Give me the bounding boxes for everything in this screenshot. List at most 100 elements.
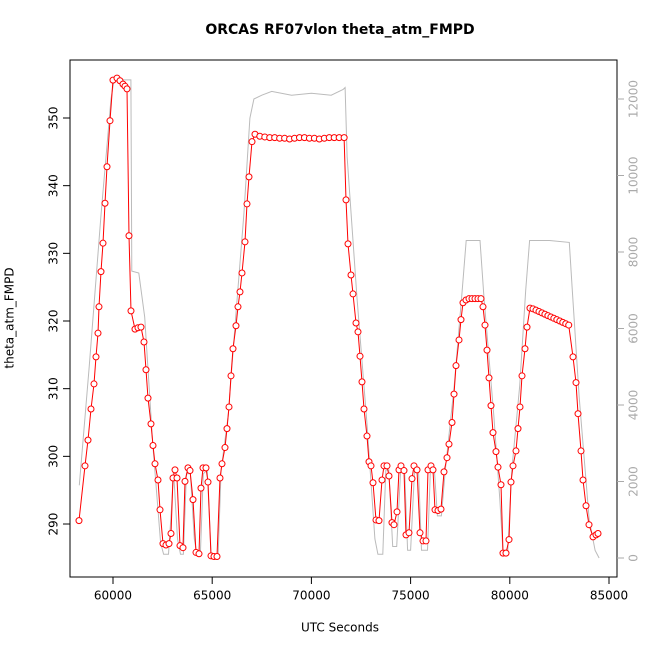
- data-point: [97, 268, 105, 276]
- data-point: [448, 419, 456, 427]
- data-point: [241, 238, 249, 246]
- data-point: [186, 467, 194, 475]
- x-tick-label: 65000: [193, 589, 231, 603]
- x-tick-label: 70000: [292, 589, 330, 603]
- data-point: [400, 467, 408, 475]
- data-point: [358, 378, 366, 386]
- data-point: [75, 517, 83, 525]
- y2-tick-label: 2000: [627, 466, 641, 497]
- y2-tick-label: 4000: [627, 390, 641, 421]
- data-point: [149, 442, 157, 450]
- data-point: [151, 460, 159, 468]
- data-point: [99, 239, 107, 247]
- data-point: [437, 505, 445, 513]
- data-point: [216, 474, 224, 482]
- x-tick-label: 80000: [491, 589, 529, 603]
- data-point: [497, 481, 505, 489]
- data-point: [181, 477, 189, 485]
- data-point: [502, 549, 510, 557]
- data-point: [457, 316, 465, 324]
- data-point: [450, 390, 458, 398]
- data-point: [232, 322, 240, 330]
- data-point: [408, 475, 416, 483]
- data-point: [202, 464, 210, 472]
- data-point: [521, 345, 529, 353]
- data-point: [405, 529, 413, 537]
- data-point: [123, 85, 131, 93]
- data-point: [106, 117, 114, 125]
- data-point: [221, 444, 229, 452]
- data-point: [243, 200, 251, 208]
- data-point: [479, 303, 487, 311]
- x-tick-label: 60000: [94, 589, 132, 603]
- data-point: [354, 328, 362, 336]
- y-tick-label: 290: [47, 513, 61, 536]
- y-axis-label: theta_atm_FMPD: [3, 267, 17, 368]
- data-point: [577, 447, 585, 455]
- data-point: [147, 420, 155, 428]
- data-point: [455, 336, 463, 344]
- data-point: [509, 462, 517, 470]
- data-point: [154, 476, 162, 484]
- data-point: [227, 372, 235, 380]
- data-point: [142, 366, 150, 374]
- data-point: [569, 353, 577, 361]
- data-point: [349, 290, 357, 298]
- data-point: [594, 529, 602, 537]
- data-point: [485, 374, 493, 382]
- plot-frame: [69, 59, 618, 578]
- data-point: [90, 380, 98, 388]
- data-point: [363, 432, 371, 440]
- data-point: [173, 474, 181, 482]
- data-point: [92, 353, 100, 361]
- data-point: [582, 502, 590, 510]
- data-point: [452, 362, 460, 370]
- data-point: [518, 372, 526, 380]
- data-point: [165, 540, 173, 548]
- data-point: [84, 436, 92, 444]
- data-point: [197, 484, 205, 492]
- data-point: [477, 295, 485, 303]
- data-point: [156, 506, 164, 514]
- data-point: [492, 448, 500, 456]
- y-tick-label: 330: [47, 242, 61, 265]
- data-point: [514, 425, 522, 433]
- data-point: [483, 346, 491, 354]
- data-point: [179, 544, 187, 552]
- data-point: [95, 303, 103, 311]
- data-point: [167, 529, 175, 537]
- data-point: [489, 429, 497, 437]
- x-axis-label: UTC Seconds: [301, 621, 379, 635]
- data-point: [445, 440, 453, 448]
- data-point: [375, 517, 383, 525]
- y2-tick-label: 0: [627, 554, 641, 562]
- chart-title: ORCAS RF07vlon theta_atm_FMPD: [205, 22, 474, 38]
- y-tick-label: 310: [47, 377, 61, 400]
- data-point: [413, 466, 421, 474]
- y-tick-label: 300: [47, 445, 61, 468]
- data-point: [378, 476, 386, 484]
- data-point: [234, 303, 242, 311]
- data-point: [356, 352, 364, 360]
- data-point: [218, 460, 226, 468]
- data-point: [248, 138, 256, 146]
- data-point: [422, 537, 430, 545]
- data-point: [342, 196, 350, 204]
- data-point: [204, 478, 212, 486]
- data-point: [443, 454, 451, 462]
- data-point: [579, 476, 587, 484]
- data-point: [101, 199, 109, 207]
- data-point: [574, 410, 582, 418]
- data-point: [393, 508, 401, 516]
- data-point: [189, 496, 197, 504]
- data-point: [369, 479, 377, 487]
- data-point: [481, 321, 489, 329]
- data-point: [236, 288, 244, 296]
- y-tick-label: 340: [47, 174, 61, 197]
- data-point: [440, 468, 448, 476]
- y-tick-label: 320: [47, 310, 61, 333]
- y2-tick-label: 6000: [627, 313, 641, 344]
- data-point: [127, 307, 135, 315]
- data-point: [383, 462, 391, 470]
